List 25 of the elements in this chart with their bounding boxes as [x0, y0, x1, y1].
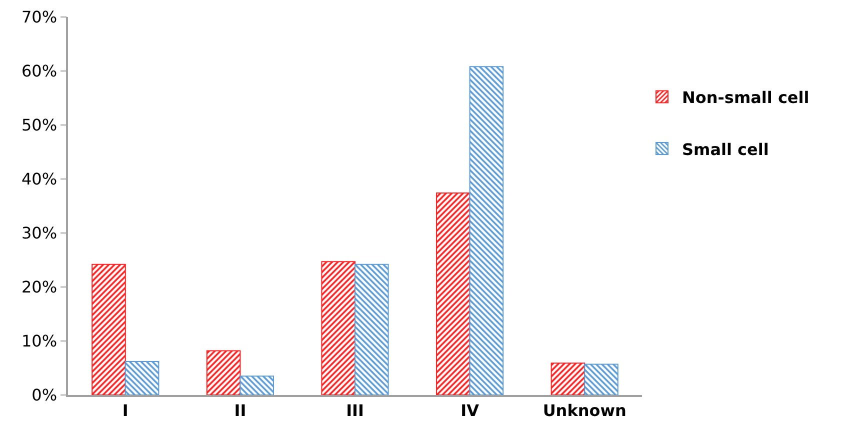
- y-tick-label: 0%: [32, 386, 58, 405]
- y-tick-label: 60%: [21, 62, 58, 81]
- y-tick-label: 70%: [21, 8, 58, 27]
- y-tick-label: 40%: [21, 170, 58, 189]
- bar: [240, 376, 274, 395]
- x-tick-label: II: [234, 400, 246, 420]
- bar: [321, 261, 356, 395]
- y-tick-label: 50%: [21, 116, 58, 135]
- y-tick-label: 10%: [21, 332, 58, 351]
- text: Small cell: [682, 140, 769, 159]
- bar: [124, 361, 160, 395]
- y-tick-label: 30%: [21, 224, 58, 243]
- x-tick-label: IV: [460, 400, 480, 420]
- x-tick-label: I: [122, 400, 128, 420]
- bar: [550, 362, 586, 395]
- bar: [206, 350, 241, 395]
- y-tick-label: 20%: [21, 278, 58, 297]
- x-tick-label: Unknown: [542, 400, 626, 420]
- x-tick-label: III: [346, 400, 364, 420]
- bar: [92, 264, 126, 395]
- text: Non-small cell: [682, 88, 810, 107]
- bar: [436, 192, 470, 395]
- bar: [354, 264, 389, 395]
- bar: [584, 364, 618, 395]
- bar: [469, 66, 504, 395]
